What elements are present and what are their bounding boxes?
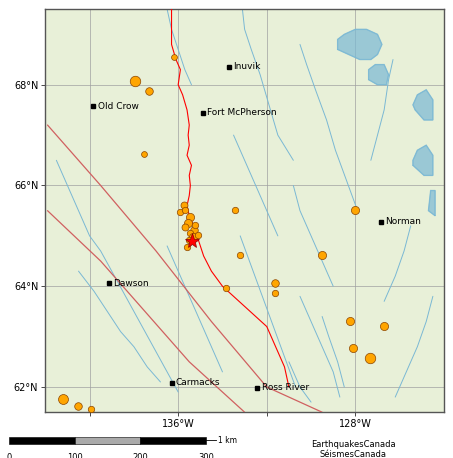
Text: Old Crow: Old Crow: [97, 102, 139, 111]
Bar: [140, 436, 206, 444]
Bar: [9, 436, 75, 444]
Text: Inuvik: Inuvik: [233, 62, 260, 71]
Polygon shape: [413, 90, 433, 120]
Text: Norman: Norman: [386, 217, 421, 226]
Text: 0: 0: [6, 453, 12, 458]
Text: Carmacks: Carmacks: [176, 378, 220, 387]
Polygon shape: [413, 145, 433, 175]
Text: 200: 200: [132, 453, 148, 458]
Text: 1 km: 1 km: [217, 436, 236, 445]
Text: EarthquakesCanada
SéismesCanada: EarthquakesCanada SéismesCanada: [311, 440, 395, 458]
Polygon shape: [369, 65, 389, 85]
Text: Ross River: Ross River: [262, 383, 309, 392]
Text: 100: 100: [67, 453, 82, 458]
Bar: [75, 436, 140, 444]
Polygon shape: [337, 29, 382, 60]
Polygon shape: [429, 191, 435, 216]
Text: Fort McPherson: Fort McPherson: [207, 109, 277, 117]
Text: 300: 300: [198, 453, 214, 458]
Text: Dawson: Dawson: [113, 279, 149, 288]
